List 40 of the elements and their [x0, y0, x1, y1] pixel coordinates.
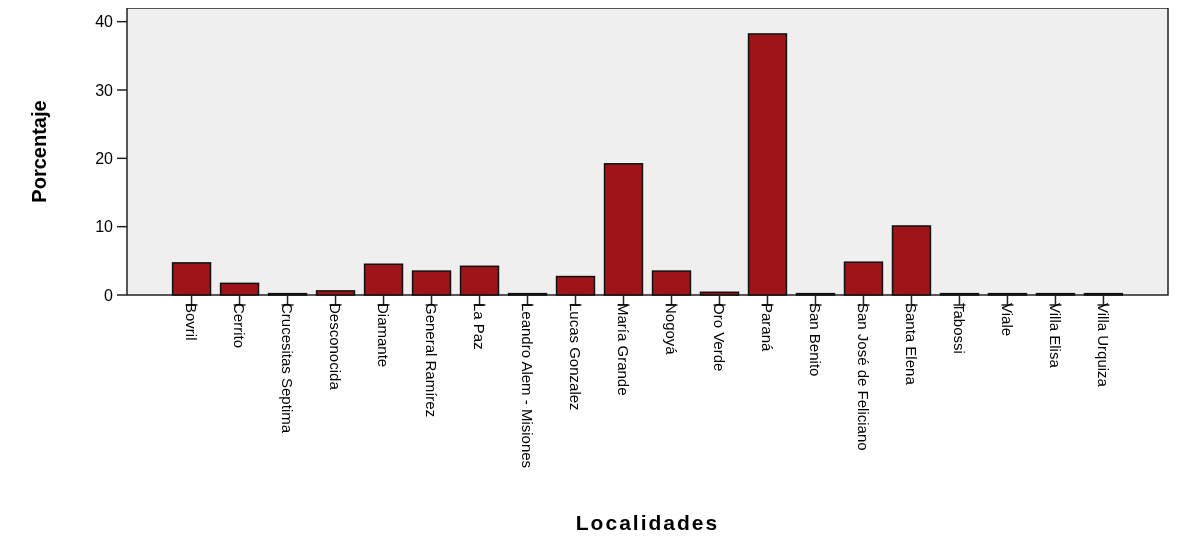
bar [363, 263, 404, 296]
y-tick-label: 40 [95, 13, 114, 31]
x-tick-label: Lucas Gonzalez [567, 303, 585, 411]
x-tick-label: Nogoyá [663, 303, 681, 356]
bar [171, 262, 212, 296]
bar [699, 291, 740, 296]
x-tick-label: Villa Urquiza [1095, 303, 1113, 388]
x-axis-title: Localidades [575, 511, 720, 534]
bar [411, 270, 452, 296]
x-tick-label: General Ramírez [423, 303, 441, 418]
x-tick-label: Oro Verde [711, 303, 729, 372]
bar [219, 282, 260, 296]
x-tick-label: Desconocida [327, 303, 345, 391]
bar [555, 275, 596, 296]
bar [315, 290, 356, 296]
bar [747, 33, 788, 296]
y-axis-title: Porcentaje [28, 100, 50, 203]
x-tick-label: Paraná [759, 303, 777, 353]
x-tick-label: Villa Elisa [1047, 303, 1065, 369]
x-tick-label: Cerrito [231, 303, 249, 349]
x-tick-label: La Paz [471, 303, 489, 350]
x-tick-label: Crucesitas Septima [279, 303, 297, 434]
y-tick-label: 30 [95, 81, 114, 99]
bar [891, 225, 932, 296]
bar [843, 261, 884, 296]
x-tick-label: Santa Elena [903, 303, 921, 386]
x-tick-label: Diamante [375, 303, 393, 368]
y-tick-label: 0 [104, 286, 114, 304]
bar [459, 265, 500, 296]
x-tick-label: San Benito [807, 303, 825, 377]
y-tick-label: 10 [95, 218, 114, 236]
bar [651, 270, 692, 296]
x-tick-label: Viale [999, 303, 1017, 337]
x-tick-label: Leandro Alem - Misiones [519, 303, 537, 469]
y-tick-label: 20 [95, 149, 114, 167]
x-tick-label: Tabossi [951, 303, 969, 354]
bar [603, 163, 644, 296]
x-tick-label: Bovril [183, 303, 201, 341]
x-tick-label: María Grande [615, 303, 633, 396]
x-tick-label: San José de Feliciano [855, 303, 873, 451]
